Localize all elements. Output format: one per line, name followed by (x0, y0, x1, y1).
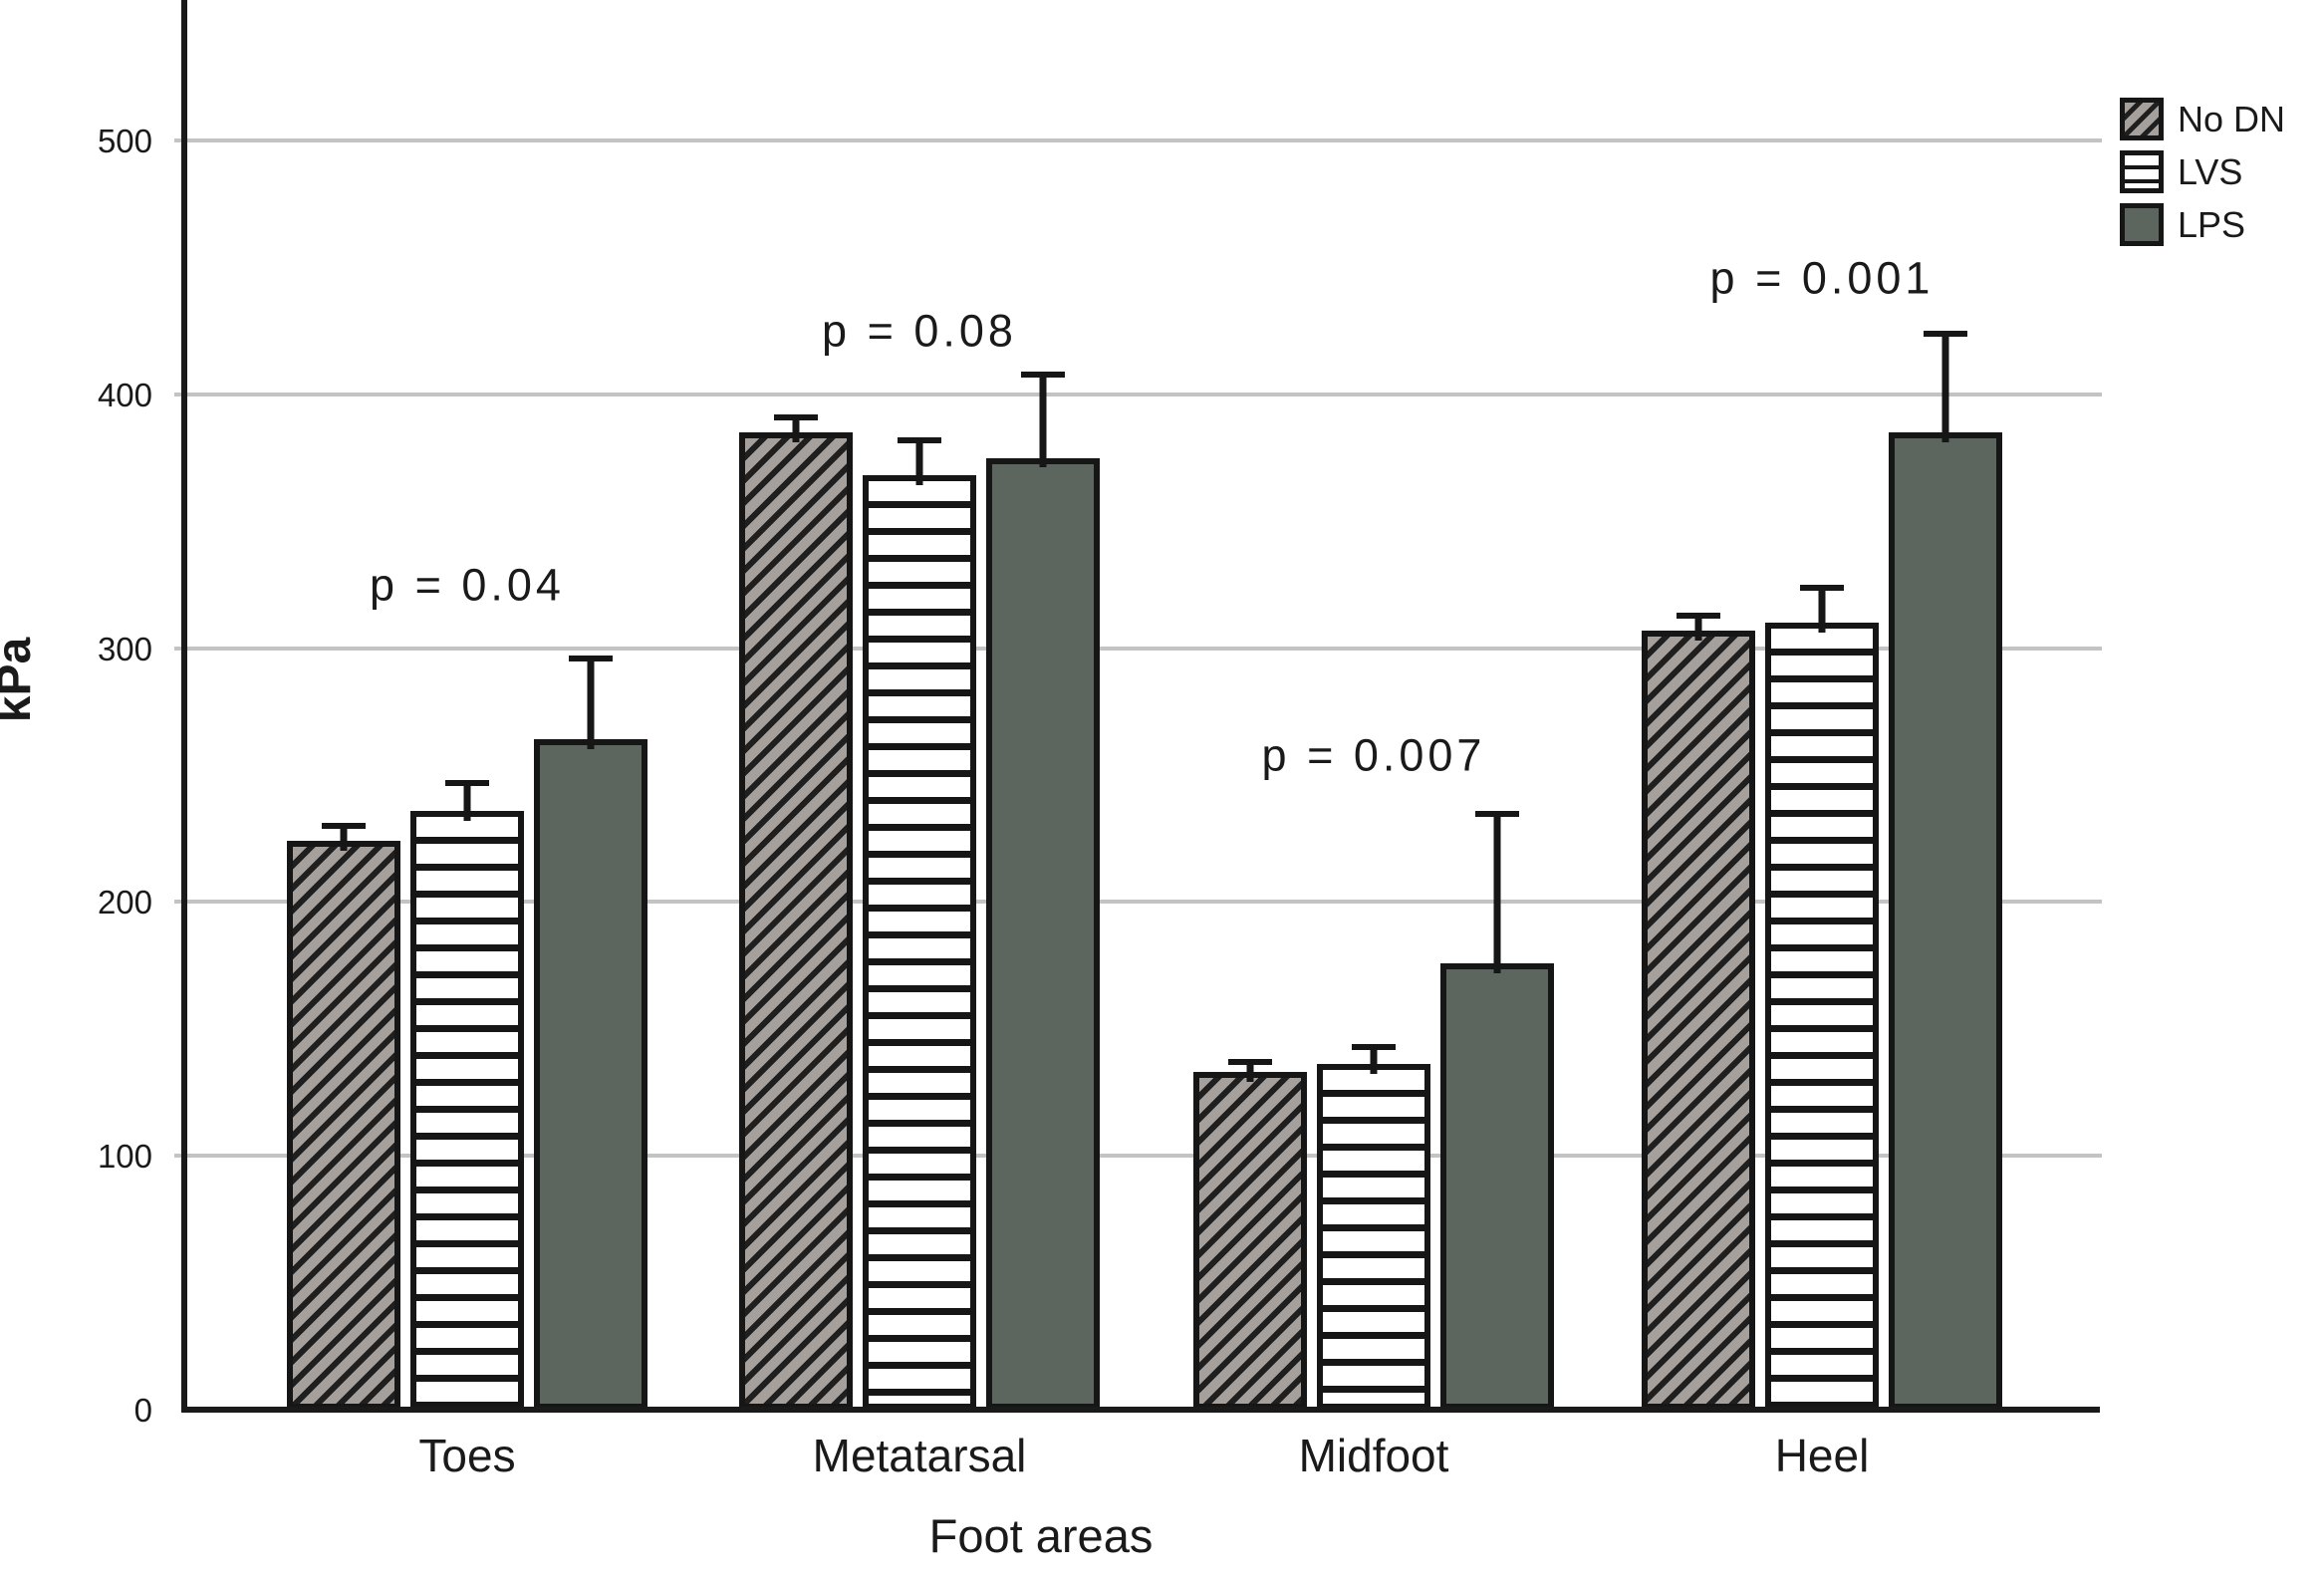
error-bar-cap (1924, 331, 1967, 338)
y-tick-label: 300 (97, 630, 152, 667)
error-bar (410, 780, 524, 821)
error-bar-cap (774, 414, 818, 421)
p-value-annotation: p = 0.04 (370, 559, 565, 611)
error-bar (287, 823, 400, 852)
error-bar (1193, 1059, 1307, 1083)
gridline-300 (174, 646, 2102, 651)
y-tick-label: 100 (97, 1138, 152, 1176)
p-value-annotation: p = 0.007 (1261, 729, 1486, 781)
p-value-annotation: p = 0.001 (1709, 252, 1935, 304)
error-bar-stem (1818, 584, 1826, 634)
legend-label: LVS (2178, 150, 2243, 192)
bar-heel-no-dn (1642, 630, 1755, 1410)
legend-item-lps: LPS (2120, 203, 2285, 246)
gridline-100 (174, 1154, 2102, 1159)
error-bar-stem (1941, 331, 1949, 442)
legend-item-no-dn: No DN (2120, 98, 2285, 140)
error-bar (1317, 1044, 1430, 1075)
error-bar-stem (1694, 612, 1702, 641)
gridline-500 (174, 138, 2102, 142)
bar-midfoot-lps (1440, 962, 1554, 1410)
error-bar (863, 437, 976, 486)
bar-metatarsal-lvs (863, 475, 976, 1410)
error-bar (986, 371, 1100, 468)
legend-swatch-horizontal-stripes-icon (2120, 150, 2164, 193)
error-bar-cap (322, 823, 366, 830)
error-bar (534, 656, 647, 750)
bar-midfoot-lvs (1317, 1064, 1430, 1410)
y-tick-label: 500 (97, 123, 152, 159)
bar-midfoot-no-dn (1193, 1072, 1307, 1410)
bar-toes-no-dn (287, 841, 400, 1410)
error-bar-cap (445, 780, 489, 787)
bar-heel-lvs (1765, 623, 1879, 1410)
y-tick-label: 0 (133, 1392, 152, 1429)
x-axis-line (181, 1407, 2100, 1413)
error-bar-cap (1352, 1044, 1396, 1051)
error-bar-cap (1021, 371, 1065, 378)
error-bar-stem (1246, 1059, 1254, 1083)
p-value-annotation: p = 0.08 (822, 305, 1017, 357)
error-bar-stem (915, 437, 923, 486)
gridline-400 (174, 392, 2102, 396)
y-tick-label: 200 (97, 884, 152, 922)
error-bar-cap (1228, 1059, 1272, 1066)
error-bar-stem (463, 780, 471, 821)
x-axis-title: Foot areas (928, 1509, 1154, 1562)
legend-label: No DN (2178, 98, 2286, 139)
legend-swatch-solid-icon (2120, 203, 2164, 246)
y-axis-line (181, 0, 187, 1410)
legend-item-lvs: LVS (2120, 150, 2285, 193)
error-bar (1765, 584, 1879, 634)
category-label-heel: Heel (1774, 1430, 1870, 1481)
error-bar-stem (792, 414, 800, 442)
bar-metatarsal-lps (986, 457, 1100, 1410)
error-bar (739, 414, 853, 442)
category-label-metatarsal: Metatarsal (812, 1430, 1027, 1481)
error-bar-cap (1677, 612, 1720, 619)
bar-metatarsal-no-dn (739, 432, 853, 1410)
error-bar (1440, 810, 1554, 973)
error-bar (1889, 331, 2002, 442)
legend-swatch-diagonal-hatch-icon (2120, 98, 2164, 140)
legend-label: LPS (2178, 203, 2246, 245)
error-bar-cap (898, 437, 941, 444)
error-bar-stem (340, 823, 348, 852)
error-bar-stem (1493, 810, 1501, 973)
error-bar-cap (1475, 810, 1519, 817)
gridline-200 (174, 900, 2102, 905)
error-bar-stem (1370, 1044, 1378, 1075)
y-tick-label: 400 (97, 376, 152, 413)
error-bar-cap (569, 656, 613, 662)
category-label-midfoot: Midfoot (1298, 1430, 1449, 1481)
bar-heel-lps (1889, 432, 2002, 1410)
bar-toes-lps (534, 739, 647, 1410)
error-bar (1642, 612, 1755, 641)
legend: No DN LVS LPS (2120, 98, 2285, 256)
error-bar-cap (1800, 584, 1844, 591)
category-label-toes: Toes (418, 1430, 516, 1481)
error-bar-stem (587, 656, 595, 750)
error-bar-stem (1039, 371, 1047, 468)
bar-toes-lvs (410, 810, 524, 1410)
